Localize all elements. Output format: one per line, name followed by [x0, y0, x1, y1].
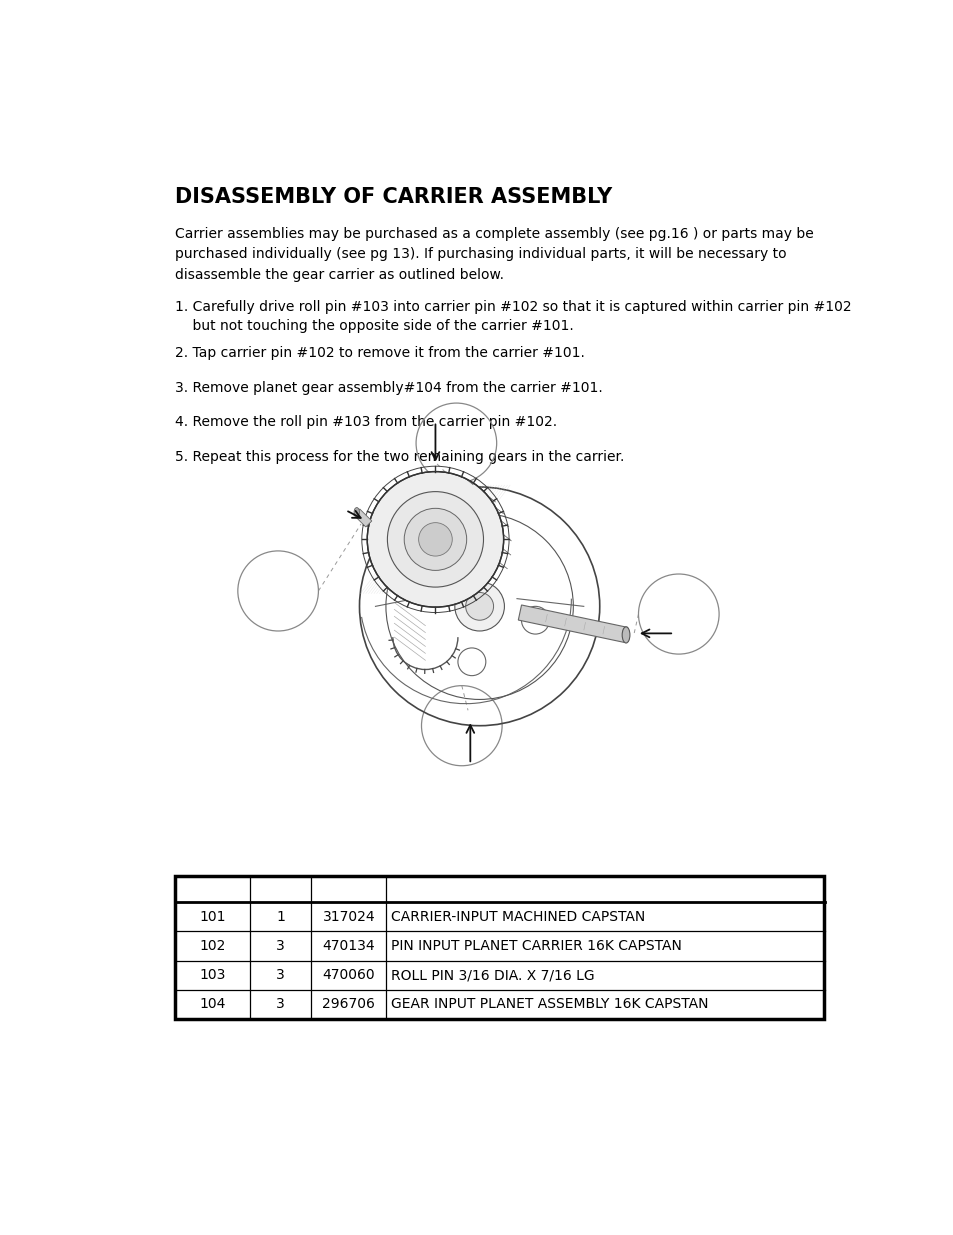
- Text: GEAR INPUT PLANET ASSEMBLY 16K CAPSTAN: GEAR INPUT PLANET ASSEMBLY 16K CAPSTAN: [391, 998, 707, 1011]
- Circle shape: [418, 522, 452, 556]
- Text: 3: 3: [276, 968, 285, 982]
- Ellipse shape: [621, 627, 629, 643]
- Text: 3: 3: [276, 939, 285, 953]
- Text: 317024: 317024: [322, 910, 375, 924]
- Text: 104: 104: [199, 998, 225, 1011]
- Text: ROLL PIN 3/16 DIA. X 7/16 LG: ROLL PIN 3/16 DIA. X 7/16 LG: [391, 968, 594, 982]
- Text: DISASSEMBLY OF CARRIER ASSEMBLY: DISASSEMBLY OF CARRIER ASSEMBLY: [174, 186, 612, 206]
- Text: 470134: 470134: [322, 939, 375, 953]
- Circle shape: [455, 582, 504, 631]
- Polygon shape: [354, 509, 372, 527]
- Text: 5. Repeat this process for the two remaining gears in the carrier.: 5. Repeat this process for the two remai…: [174, 450, 624, 464]
- Text: 3. Remove planet gear assembly#104 from the carrier #101.: 3. Remove planet gear assembly#104 from …: [174, 380, 602, 395]
- Text: 1: 1: [275, 910, 285, 924]
- Text: PIN INPUT PLANET CARRIER 16K CAPSTAN: PIN INPUT PLANET CARRIER 16K CAPSTAN: [391, 939, 681, 953]
- Text: 296706: 296706: [322, 998, 375, 1011]
- Text: 103: 103: [199, 968, 225, 982]
- Circle shape: [465, 593, 493, 620]
- Text: CARRIER-INPUT MACHINED CAPSTAN: CARRIER-INPUT MACHINED CAPSTAN: [391, 910, 644, 924]
- Circle shape: [367, 472, 503, 608]
- Circle shape: [387, 492, 483, 587]
- Ellipse shape: [354, 508, 359, 516]
- Text: 102: 102: [199, 939, 225, 953]
- Text: Carrier assemblies may be purchased as a complete assembly (see pg.16 ) or parts: Carrier assemblies may be purchased as a…: [174, 227, 813, 282]
- Text: 4. Remove the roll pin #103 from the carrier pin #102.: 4. Remove the roll pin #103 from the car…: [174, 415, 557, 430]
- Text: 2. Tap carrier pin #102 to remove it from the carrier #101.: 2. Tap carrier pin #102 to remove it fro…: [174, 346, 584, 361]
- Text: 1. Carefully drive roll pin #103 into carrier pin #102 so that it is captured wi: 1. Carefully drive roll pin #103 into ca…: [174, 300, 851, 333]
- Text: 470060: 470060: [322, 968, 375, 982]
- Text: 3: 3: [276, 998, 285, 1011]
- Polygon shape: [517, 605, 627, 642]
- Text: 101: 101: [199, 910, 226, 924]
- Bar: [174, 876, 823, 1019]
- Circle shape: [404, 509, 466, 571]
